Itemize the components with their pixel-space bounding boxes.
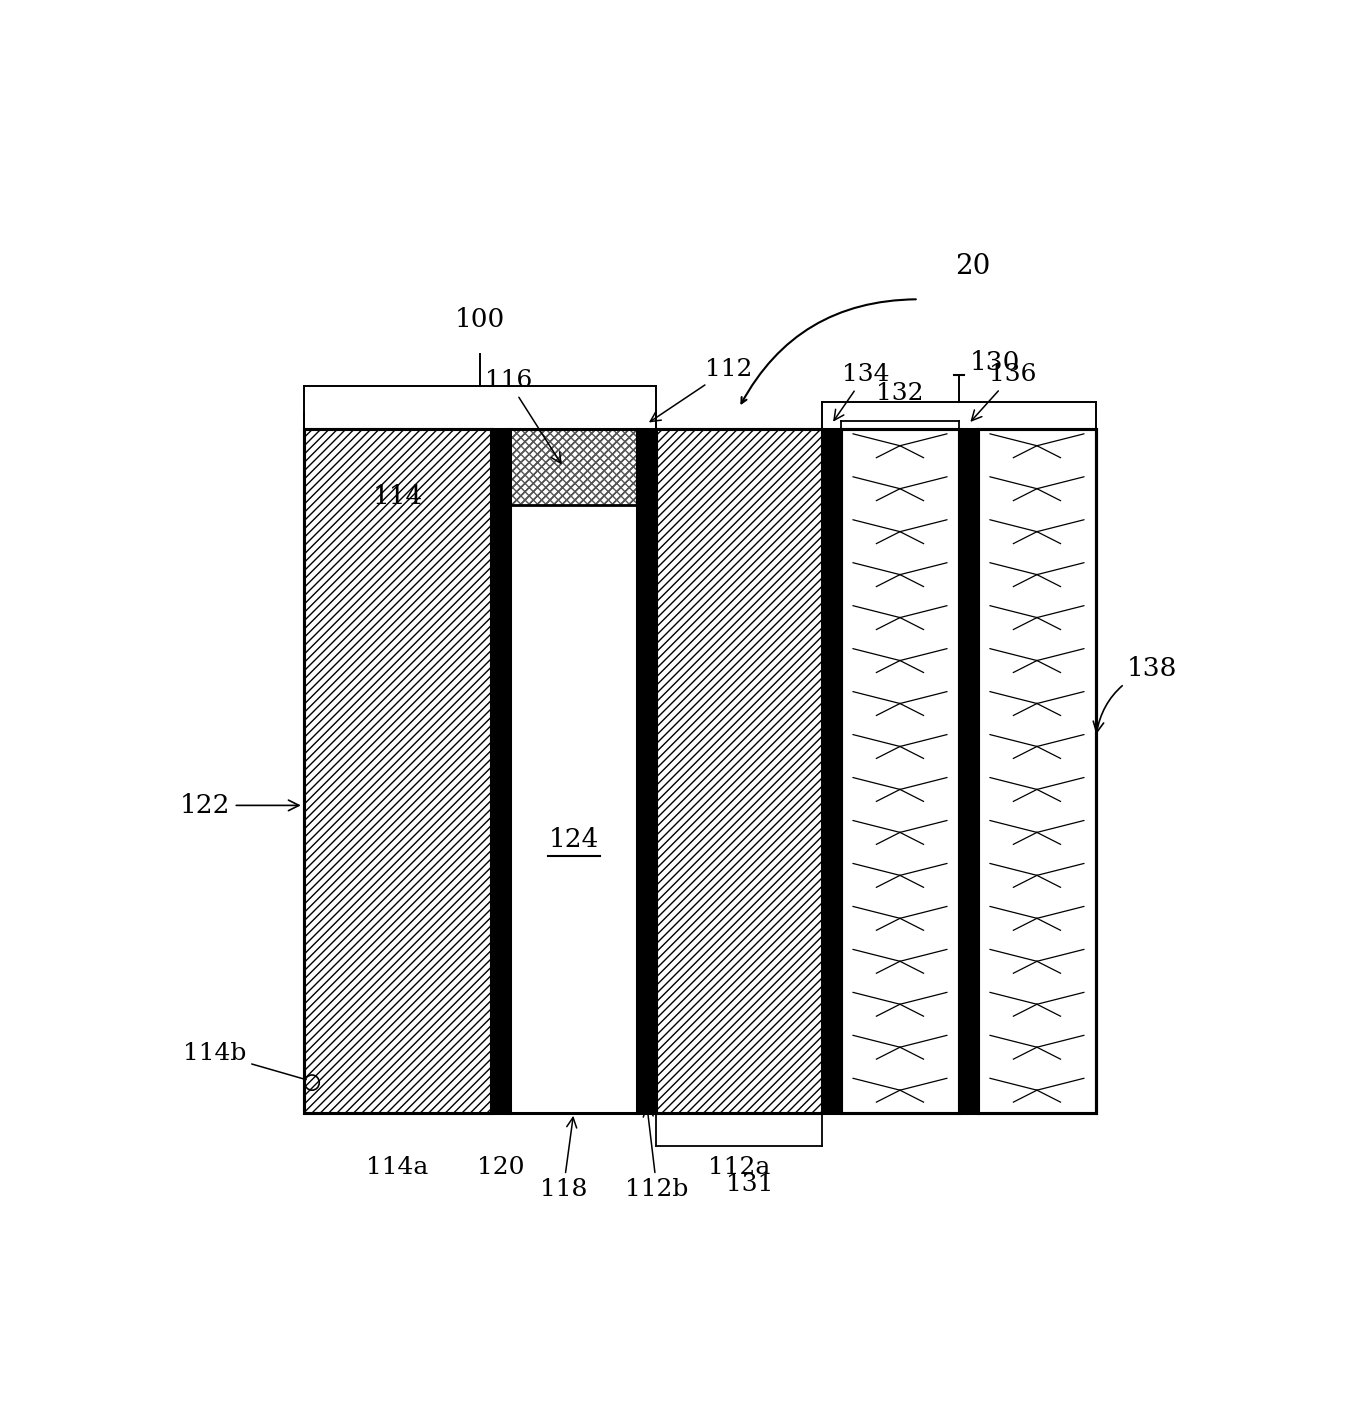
Text: 100: 100: [455, 307, 504, 331]
Text: 132: 132: [876, 382, 924, 404]
Text: 114a: 114a: [366, 1157, 429, 1179]
Bar: [510, 504, 638, 1113]
Bar: [978, 430, 1096, 1113]
Bar: [841, 430, 959, 1113]
Text: 112a: 112a: [707, 1157, 771, 1179]
Text: 114b: 114b: [183, 1041, 307, 1079]
Text: 20: 20: [955, 254, 990, 280]
Text: 130: 130: [970, 351, 1021, 375]
Bar: [822, 430, 841, 1113]
Bar: [304, 430, 491, 1113]
Text: 122: 122: [180, 793, 299, 817]
Text: 118: 118: [539, 1117, 586, 1200]
Text: 131: 131: [726, 1172, 773, 1196]
Bar: [638, 430, 656, 1113]
Text: 134: 134: [834, 364, 889, 420]
Text: 124: 124: [549, 827, 599, 852]
Bar: [959, 430, 978, 1113]
Bar: [304, 430, 1096, 1113]
Bar: [491, 430, 510, 1113]
Bar: [510, 430, 638, 504]
Text: 138: 138: [1093, 657, 1177, 733]
Text: 114: 114: [373, 483, 422, 509]
Text: 112: 112: [650, 358, 752, 421]
Bar: [510, 430, 638, 504]
Text: 116: 116: [484, 369, 561, 464]
Text: 136: 136: [971, 364, 1037, 421]
Text: 120: 120: [477, 1157, 525, 1179]
Text: 112b: 112b: [625, 1106, 689, 1200]
Bar: [656, 430, 822, 1113]
